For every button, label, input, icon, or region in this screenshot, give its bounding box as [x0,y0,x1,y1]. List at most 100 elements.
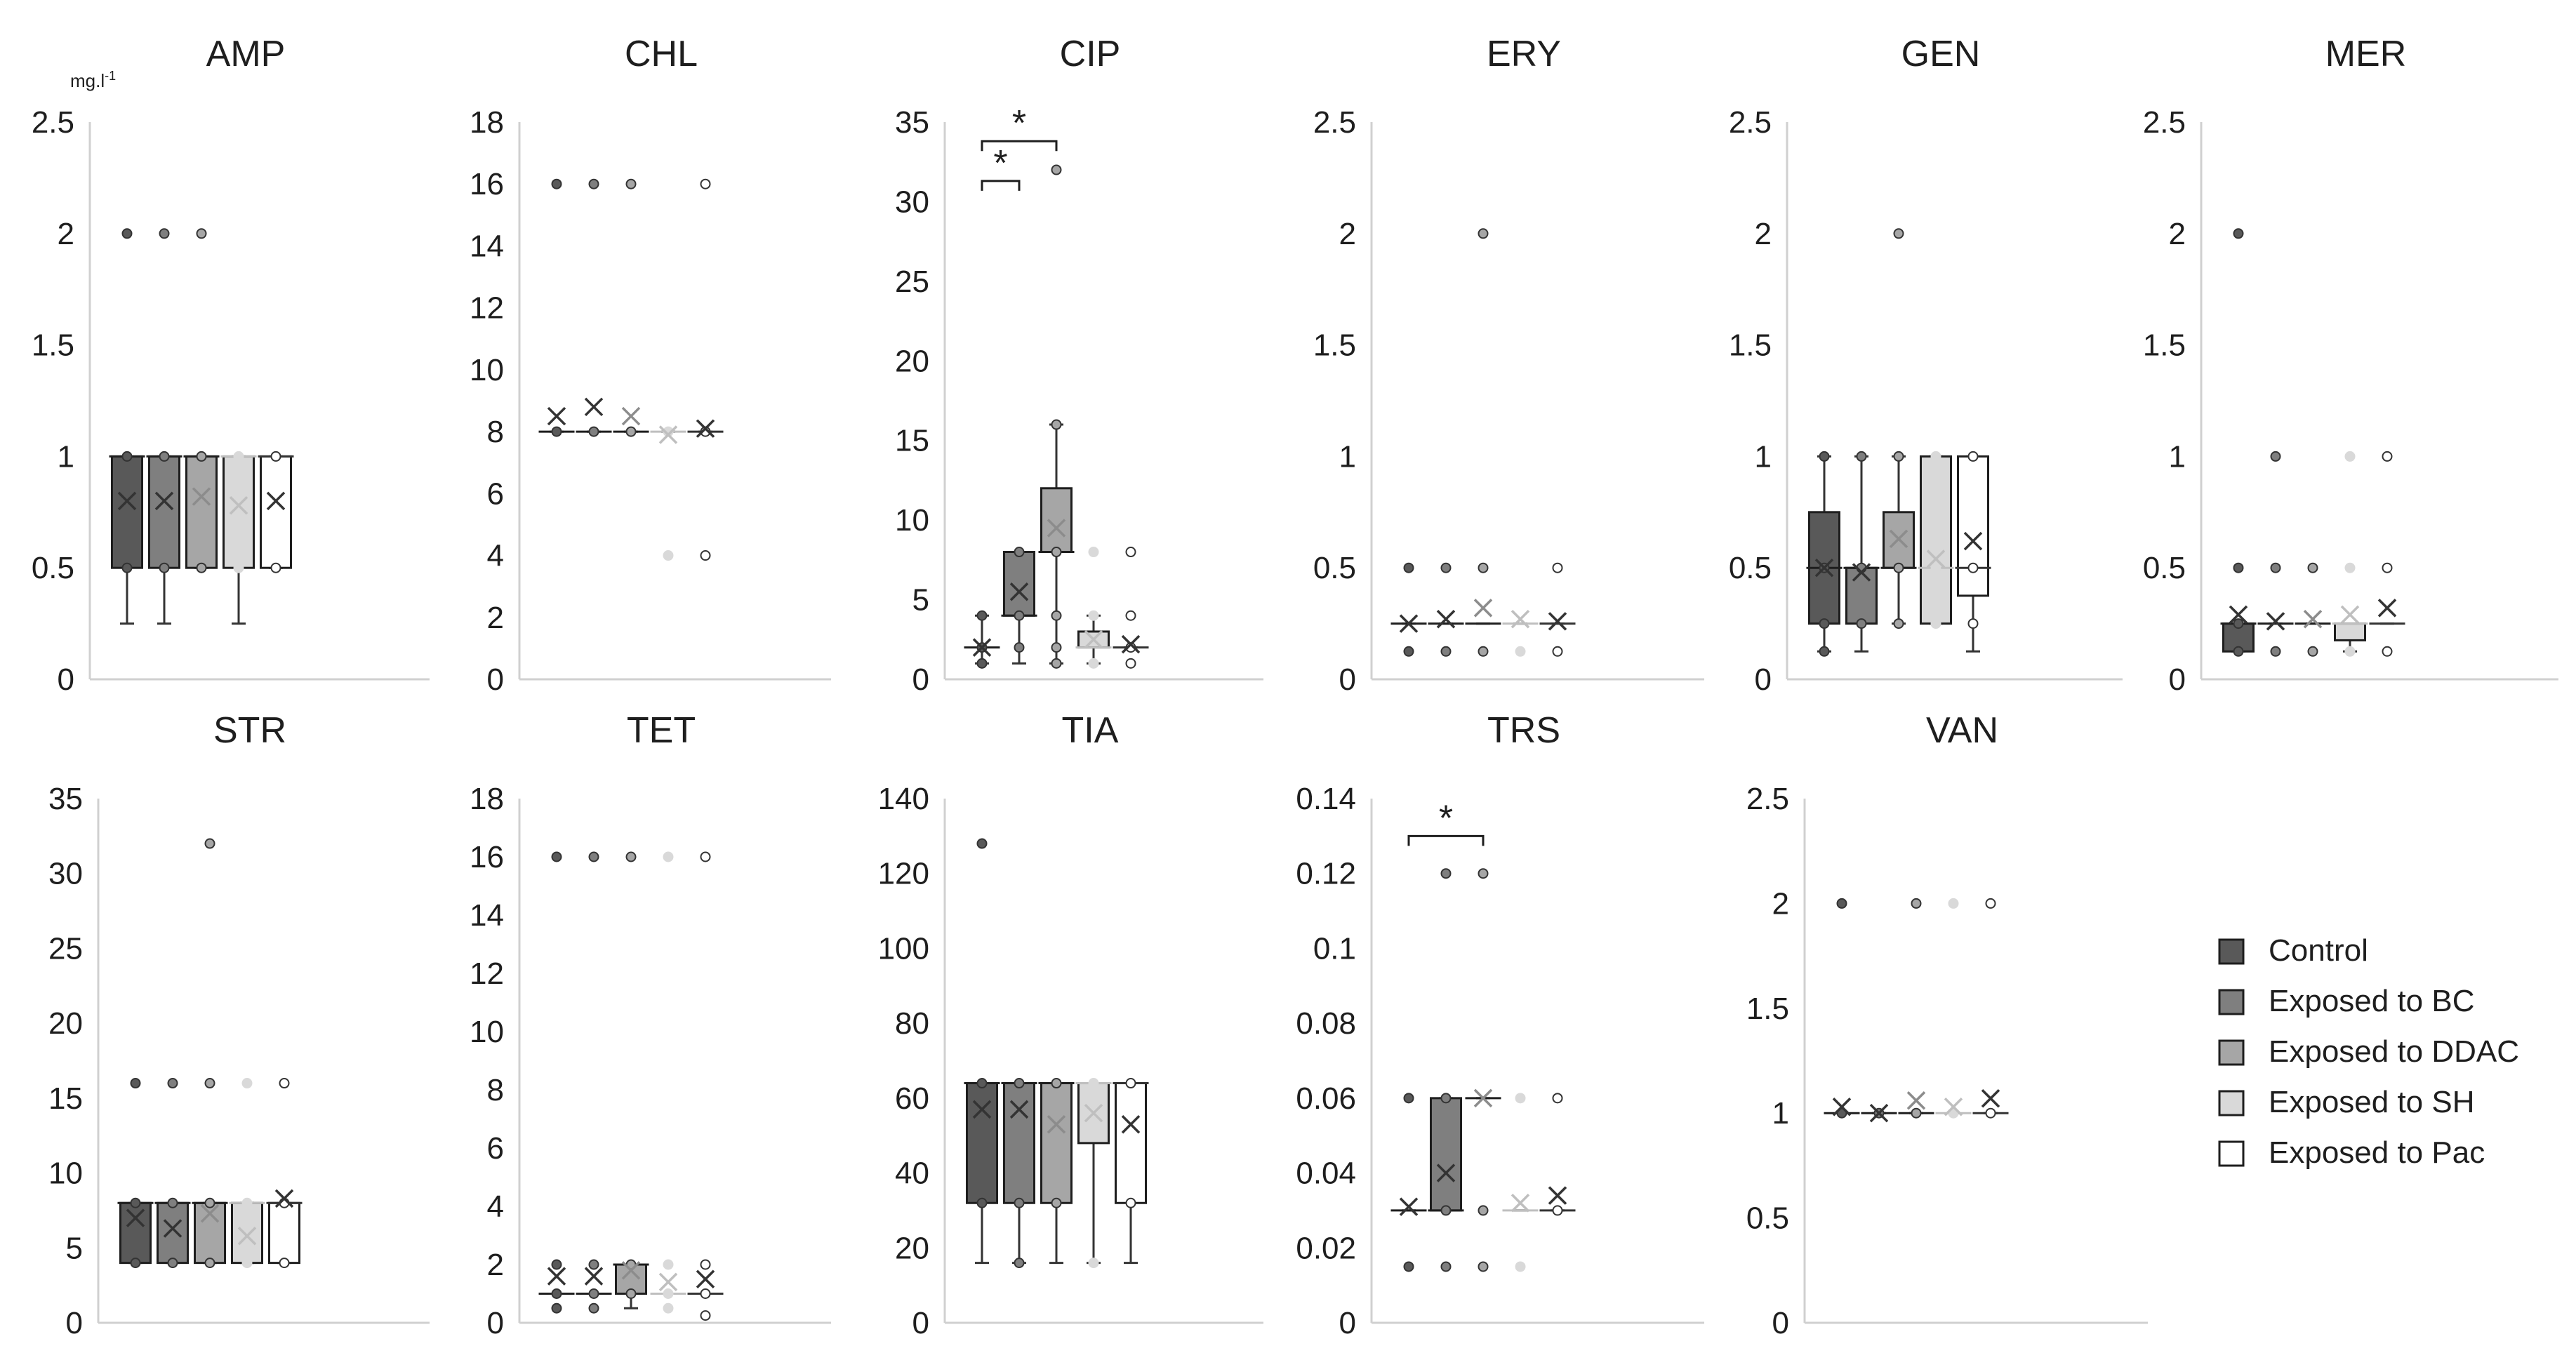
data-point [1088,547,1099,558]
mean-marker [658,425,678,444]
box-iqr [185,455,218,569]
data-point [1819,618,1830,629]
data-point [204,838,215,849]
y-tick-label: 5 [912,583,929,618]
y-tick-label: 0 [487,1306,504,1340]
data-point [551,1259,562,1270]
data-point [551,426,562,437]
mean-marker [1084,630,1103,649]
data-point [663,851,674,862]
box-exposed-to-ddac [1038,1078,1075,1265]
box-control [1390,1093,1427,1272]
y-tick-label: 18 [470,782,504,816]
box-control [2220,228,2257,657]
box-control [1824,898,1860,1119]
y-tick-label: 2.5 [1729,105,1772,140]
data-point [1893,451,1904,462]
y-tick-label: 10 [895,503,929,538]
y-tick-label: 2 [2169,217,2186,251]
y-tick-label: 30 [895,185,929,219]
panel-gen: GEN 0 0.5 1 1.5 2 2.5 [1729,34,2123,697]
mean-marker [200,1204,220,1223]
data-point [1478,1261,1489,1272]
data-point [2382,562,2393,573]
mean-marker [1926,549,1946,568]
panel-amp: AMP mg.l-1 0 0.5 1 1.5 2 2.5 [32,34,430,697]
panel-tet: TET 0 2 4 6 8 10 12 14 16 18 [470,710,831,1340]
data-point [1125,547,1136,558]
mean-marker [1473,599,1493,618]
data-point [204,1197,215,1208]
panel-tia: TIA 0 20 40 60 80 100 120 140 [878,710,1263,1340]
y-tick-label: 0 [1339,662,1356,697]
data-point [1014,642,1025,653]
box-exposed-to-bc [154,1078,191,1269]
box-exposed-to-pac [258,451,294,573]
y-tick-label: 0.5 [1313,551,1356,585]
box-control [1390,562,1427,657]
data-point [976,1197,988,1208]
y-tick-label: 0.04 [1296,1156,1356,1191]
data-point [2270,451,2281,462]
mean-marker [621,1261,641,1280]
y-tick-label: 0.12 [1296,857,1356,891]
mean-marker [1047,519,1066,538]
mean-marker [1832,1098,1852,1116]
data-point [121,451,133,462]
data-point [663,1259,674,1270]
significance-star: * [1012,103,1026,144]
box-exposed-to-sh [220,451,257,625]
data-point [625,178,637,189]
y-tick-label: 0.06 [1296,1081,1356,1116]
data-point [588,426,599,437]
bracket-line [981,180,1021,191]
y-tick-label: 0.08 [1296,1006,1356,1041]
y-tick-label: 2 [487,1248,504,1282]
data-point [233,562,244,573]
mean-marker [1944,1098,1963,1116]
legend-swatch [2218,1140,2245,1167]
mean-marker [1548,1186,1567,1205]
data-point [588,1302,599,1314]
mean-marker [229,496,248,515]
data-point [1967,562,1979,573]
legend-swatch [2218,1090,2245,1116]
y-tick-label: 0 [1772,1306,1789,1340]
y-tick-label: 18 [470,105,504,140]
data-point [1856,451,1867,462]
mean-marker [2229,605,2248,625]
box-exposed-to-pac [687,178,724,561]
data-point [1088,658,1099,669]
data-point [1478,228,1489,239]
mean-marker [1047,1114,1066,1134]
box-iqr [1040,487,1073,554]
data-point [1051,164,1062,175]
y-tick-label: 0 [487,662,504,697]
y-tick-label: 16 [470,167,504,201]
legend-item: Exposed to SH [2218,1085,2475,1119]
mean-marker [1814,558,1834,578]
box-exposed-to-pac [687,851,724,1321]
y-tick-label: 30 [48,857,83,891]
mean-marker [696,1269,715,1288]
y-tick-label: 2 [487,601,504,635]
y-tick-label: 6 [487,476,504,511]
significance-star: * [1439,798,1453,839]
data-point [1948,898,1959,909]
y-tick-label: 1 [1772,1096,1789,1131]
data-point [2270,646,2281,657]
panel-title: GEN [1901,34,1981,74]
data-point [551,1288,562,1299]
box-control [964,610,1000,669]
mean-marker [274,1189,294,1208]
box-exposed-to-ddac [192,838,228,1269]
y-tick-label: 2 [1755,217,1772,251]
legend-swatch [2218,1039,2245,1066]
data-point [1893,618,1904,629]
box-exposed-to-ddac [1038,164,1075,669]
data-point [1051,547,1062,558]
data-point [588,178,599,189]
box-control [538,178,575,437]
box-iqr [1920,455,1952,625]
